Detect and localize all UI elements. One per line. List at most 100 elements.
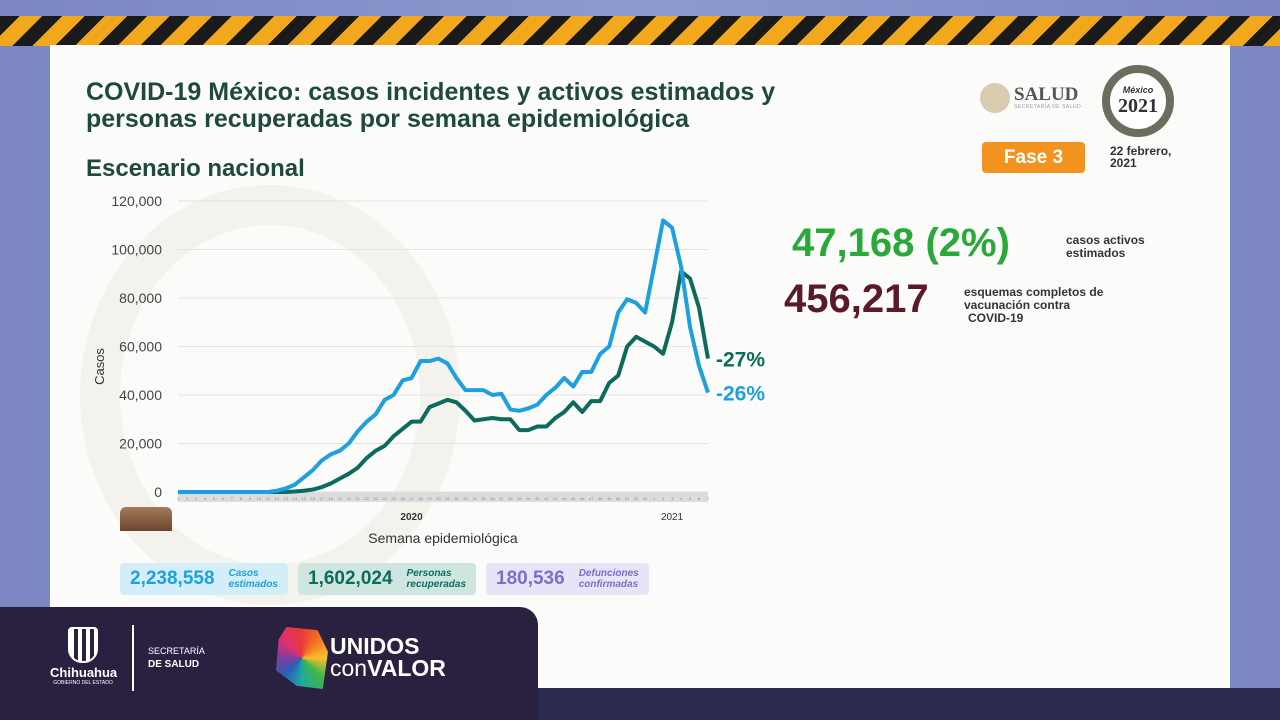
x-tick-label: 53 <box>643 496 648 501</box>
total-value: 180,536 <box>496 568 565 589</box>
x-tick-label: 1 <box>177 496 180 501</box>
x-tick-label: 2 <box>186 496 189 501</box>
uni-con: con <box>330 655 368 681</box>
date-line: 22 febrero, <box>1110 144 1172 158</box>
x-tick-label: 12 <box>275 496 280 501</box>
divider <box>132 625 134 691</box>
shield-icon <box>68 627 98 663</box>
x-tick-label: 3 <box>671 496 674 501</box>
x-tick-label: 6 <box>698 496 701 501</box>
x-tick-label: 18 <box>328 496 333 501</box>
x-axis-band <box>178 492 708 502</box>
vaccine-label: esquemas completos de vacunación contra CO… <box>964 286 1154 325</box>
mexico-2021-logo: México 2021 <box>1102 65 1174 137</box>
x-tick-label: 34 <box>472 496 477 501</box>
total-box: 1,602,024 Personas recuperadas <box>298 563 477 595</box>
x-tick-label: 28 <box>418 496 423 501</box>
sec-line: SECRETARÍA <box>148 646 205 656</box>
total-box: 180,536 Defunciones confirmadas <box>486 563 649 595</box>
x-tick-label: 19 <box>337 496 342 501</box>
hazard-stripe <box>0 16 1280 46</box>
x-tick-label: 49 <box>607 496 612 501</box>
logo-year: 2021 <box>1118 94 1158 117</box>
label-line: vacunación contra <box>964 298 1071 312</box>
slide-subtitle: Escenario nacional <box>86 155 305 182</box>
x-tick-label: 9 <box>249 496 252 501</box>
y-tick-label: 20,000 <box>119 436 162 452</box>
x-tick-label: 43 <box>553 496 558 501</box>
x-tick-label: 17 <box>320 496 325 501</box>
label-line: casos activos <box>1066 233 1145 247</box>
year-label: 2021 <box>661 512 684 523</box>
x-tick-label: 25 <box>391 496 396 501</box>
active-cases-label: casos activos estimados <box>1066 234 1145 260</box>
total-label: Defunciones confirmadas <box>578 568 639 590</box>
slide: COVID-19 México: casos incidentes y acti… <box>50 45 1230 690</box>
x-tick-label: 42 <box>544 496 549 501</box>
x-axis-label: Semana epidemiológica <box>368 530 518 546</box>
x-tick-label: 16 <box>311 496 316 501</box>
state-name: Chihuahua <box>50 665 118 680</box>
unidos-map-icon <box>276 627 328 689</box>
x-tick-label: 14 <box>293 496 298 501</box>
x-tick-label: 13 <box>284 496 289 501</box>
total-label: Casos estimados <box>228 568 278 590</box>
title-line: personas recuperadas por semana epidemio… <box>86 105 690 133</box>
x-tick-label: 50 <box>616 496 621 501</box>
date: 22 febrero, 2021 <box>1110 145 1171 169</box>
y-tick-label: 120,000 <box>111 193 162 209</box>
series-end-label: -26% <box>716 383 765 406</box>
uni-valor: VALOR <box>367 655 446 681</box>
x-tick-label: 3 <box>195 496 198 501</box>
title-line: COVID-19 México: casos incidentes y acti… <box>86 78 776 106</box>
y-axis-label: Casos <box>92 348 107 385</box>
x-tick-label: 31 <box>445 496 450 501</box>
x-tick-label: 35 <box>481 496 486 501</box>
x-tick-label: 5 <box>689 496 692 501</box>
x-tick-label: 20 <box>346 496 351 501</box>
people-illustration <box>120 507 172 531</box>
series-line <box>178 218 710 494</box>
x-tick-label: 15 <box>302 496 307 501</box>
x-tick-label: 23 <box>373 496 378 501</box>
x-tick-label: 2 <box>662 496 665 501</box>
x-tick-label: 48 <box>598 496 603 501</box>
seal-icon <box>980 83 1010 113</box>
x-tick-label: 26 <box>400 496 405 501</box>
slide-title: COVID-19 México: casos incidentes y acti… <box>86 79 775 133</box>
secretaria-label: SECRETARÍA DE SALUD <box>148 645 205 671</box>
series-line <box>178 269 710 494</box>
series-end-label: -27% <box>716 349 765 372</box>
label-line: COVID-19 <box>968 311 1024 325</box>
label-line: estimados <box>1066 246 1126 260</box>
x-tick-label: 37 <box>499 496 504 501</box>
x-tick-label: 44 <box>562 496 567 501</box>
x-tick-label: 7 <box>231 496 234 501</box>
active-cases-value: 47,168 (2%) <box>792 221 1010 265</box>
label-line: esquemas completos de <box>964 285 1104 299</box>
x-tick-label: 10 <box>257 496 262 501</box>
x-tick-label: 41 <box>535 496 540 501</box>
x-tick-label: 22 <box>364 496 369 501</box>
x-tick-label: 51 <box>625 496 630 501</box>
logo-top: México <box>1122 84 1154 95</box>
x-tick-label: 33 <box>463 496 468 501</box>
chihuahua-logo: Chihuahua GOBIERNO DEL ESTADO <box>50 627 118 686</box>
x-tick-label: 39 <box>517 496 522 501</box>
x-tick-label: 52 <box>634 496 639 501</box>
state-sub: GOBIERNO DEL ESTADO <box>53 680 113 686</box>
x-tick-label: 24 <box>382 496 387 501</box>
x-tick-label: 47 <box>589 496 594 501</box>
x-tick-label: 5 <box>213 496 216 501</box>
x-tick-label: 6 <box>222 496 225 501</box>
x-tick-label: 21 <box>355 496 360 501</box>
uni-line: UNIDOS <box>330 633 420 659</box>
unidos-logo-text: UNIDOS conVALOR <box>330 633 446 681</box>
year-label: 2020 <box>400 512 423 523</box>
footer-banner: Chihuahua GOBIERNO DEL ESTADO SECRETARÍA D… <box>0 607 538 720</box>
sec-line: DE SALUD <box>148 659 200 670</box>
x-tick-label: 4 <box>680 496 683 501</box>
x-tick-label: 32 <box>454 496 459 501</box>
date-line: 2021 <box>1110 156 1137 170</box>
x-tick-label: 46 <box>580 496 585 501</box>
